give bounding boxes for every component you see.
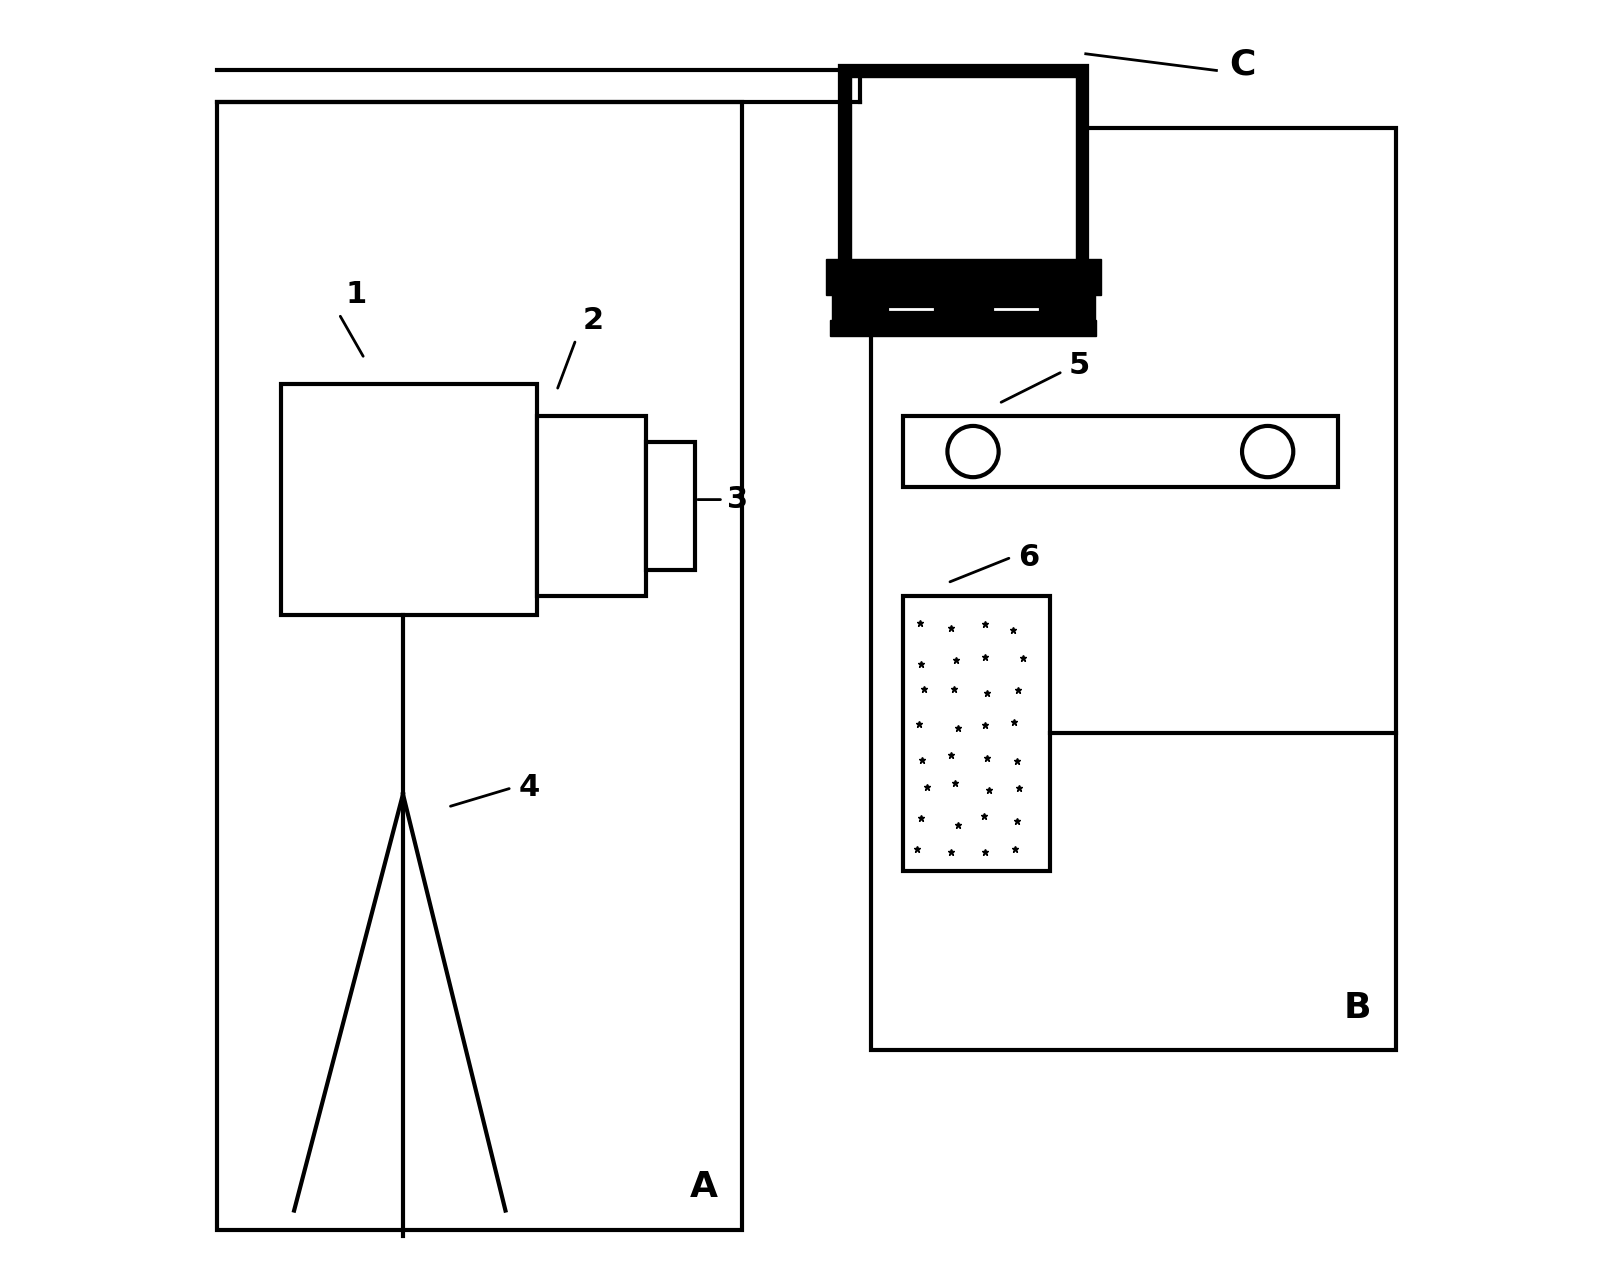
Bar	[903, 596, 1050, 871]
Text: 6: 6	[1018, 543, 1039, 571]
Text: 3: 3	[727, 485, 748, 514]
Bar	[832, 295, 1095, 323]
Text: B: B	[1344, 990, 1371, 1025]
Bar	[840, 67, 1086, 273]
Bar	[852, 77, 1076, 263]
Bar	[903, 416, 1339, 487]
Text: 2: 2	[582, 306, 603, 334]
Bar	[218, 102, 742, 1230]
Text: 1: 1	[345, 281, 366, 309]
Bar	[826, 259, 1102, 295]
Bar	[281, 384, 537, 615]
Bar	[647, 442, 695, 570]
Bar	[537, 416, 647, 596]
Text: 4: 4	[518, 774, 539, 802]
Text: 5: 5	[1069, 351, 1090, 379]
Bar	[871, 128, 1395, 1050]
Text: A: A	[690, 1170, 718, 1204]
Text: C: C	[1229, 47, 1255, 81]
Bar	[829, 320, 1095, 336]
